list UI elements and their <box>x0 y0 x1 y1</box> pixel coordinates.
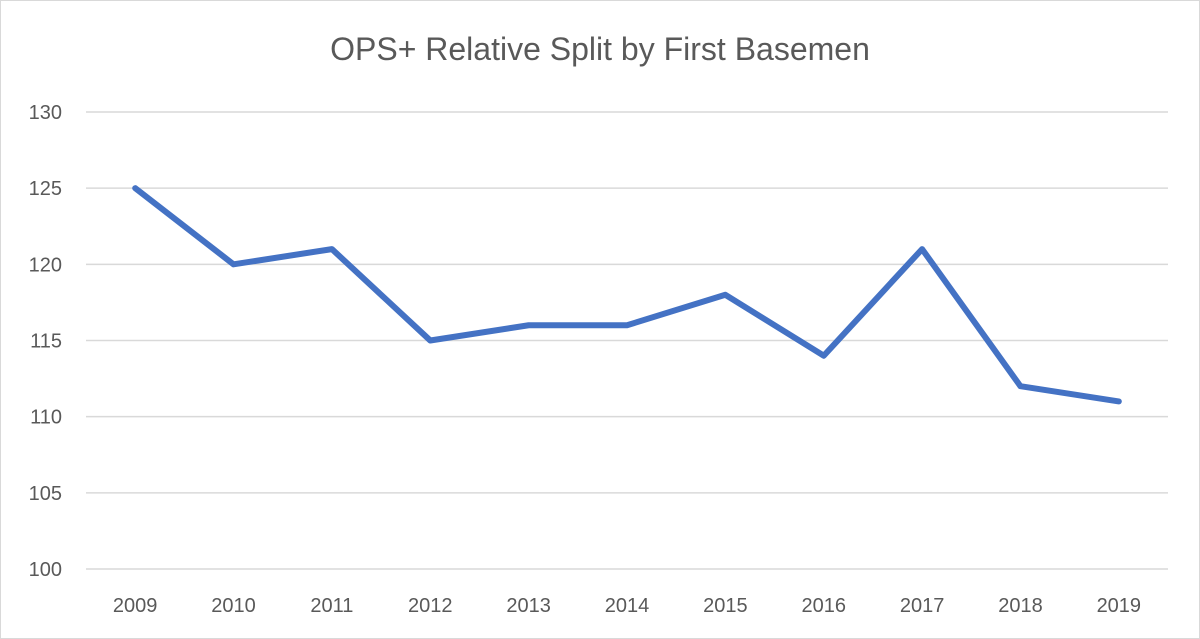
x-tick-label: 2011 <box>310 595 353 617</box>
y-tick-label: 130 <box>29 102 62 124</box>
x-tick-label: 2010 <box>211 595 256 617</box>
x-tick-label: 2012 <box>408 595 453 617</box>
x-tick-label: 2018 <box>998 595 1043 617</box>
x-tick-label: 2015 <box>703 595 748 617</box>
y-tick-label: 125 <box>29 178 62 200</box>
x-tick-label: 2009 <box>113 595 158 617</box>
x-tick-label: 2013 <box>506 595 551 617</box>
y-tick-label: 100 <box>29 559 62 581</box>
y-tick-label: 120 <box>29 254 62 276</box>
x-tick-label: 2017 <box>900 595 945 617</box>
y-tick-label: 105 <box>29 483 62 505</box>
chart-title: OPS+ Relative Split by First Basemen <box>330 31 870 67</box>
x-tick-label: 2019 <box>1097 595 1142 617</box>
x-tick-label: 2014 <box>605 595 650 617</box>
series-line <box>132 185 1122 405</box>
y-tick-label: 110 <box>30 407 62 429</box>
y-tick-label: 115 <box>30 331 62 353</box>
x-tick-label: 2016 <box>801 595 846 617</box>
